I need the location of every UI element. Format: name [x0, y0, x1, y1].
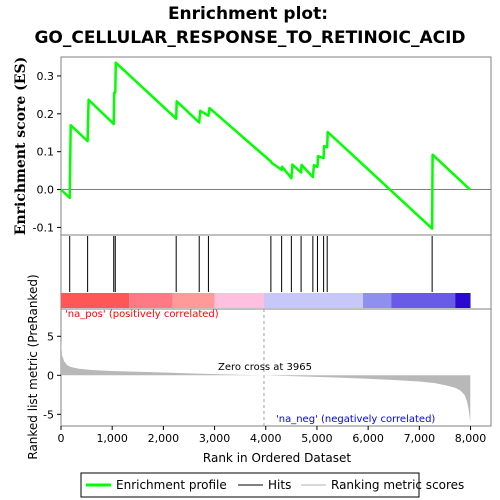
x-tick-label: 2,000 — [148, 432, 180, 445]
color-bar-segment — [455, 293, 471, 308]
es-y-tick-label: -0.1 — [33, 221, 54, 234]
legend-label-ranking-metric: Ranking metric scores — [331, 478, 464, 492]
es-panel: -0.1 0.0 0.1 0.2 0.3 Enrichment score (ES) — [13, 56, 492, 236]
na-neg-label: 'na_neg' (negatively correlated) — [276, 414, 435, 425]
color-bar-segment — [129, 293, 173, 308]
x-axis-label: Rank in Ordered Dataset — [203, 451, 351, 465]
rank-panel: -5 0 5 'na_pos' (positively correlated) Ze… — [26, 274, 492, 460]
rank-y-tick-label: 5 — [47, 330, 54, 343]
es-y-tick-label: 0.1 — [37, 146, 55, 159]
x-tick-label: 3,000 — [199, 432, 231, 445]
chart-title-line1: Enrichment plot: — [168, 4, 328, 24]
x-tick-label: 4,000 — [250, 432, 282, 445]
chart-title-line2: GO_CELLULAR_RESPONSE_TO_RETINOIC_ACID — [34, 28, 465, 48]
x-tick-label: 8,000 — [455, 432, 487, 445]
color-bar-segment — [391, 293, 456, 308]
rank-y-tick-label: -5 — [43, 408, 54, 421]
x-tick-label: 1,000 — [96, 432, 128, 445]
zero-cross-label: Zero cross at 3965 — [218, 362, 312, 373]
x-tick-label: 6,000 — [352, 432, 384, 445]
es-y-tick-label: 0.2 — [37, 108, 55, 121]
rank-y-axis-label: Ranked list metric (PreRanked) — [26, 274, 40, 459]
na-pos-label: 'na_pos' (positively correlated) — [65, 309, 219, 320]
es-y-axis: -0.1 0.0 0.1 0.2 0.3 — [33, 70, 61, 234]
es-y-tick-label: 0.0 — [37, 184, 55, 197]
x-tick-label: 7,000 — [404, 432, 436, 445]
legend: Enrichment profile Hits Ranking metric s… — [80, 472, 464, 498]
x-axis: 0 1,000 2,000 3,000 4,000 5,000 6,000 7,000 8,00… — [58, 426, 487, 445]
color-bar-segment — [363, 293, 392, 308]
es-y-tick-label: 0.3 — [37, 70, 55, 83]
x-tick-label: 0 — [58, 432, 65, 445]
color-bar-segment — [214, 293, 264, 308]
rank-y-tick-label: 0 — [47, 369, 54, 382]
hits-panel — [60, 234, 492, 310]
legend-label-enrichment-profile: Enrichment profile — [116, 478, 227, 492]
correlation-color-bar — [61, 293, 471, 308]
rank-y-axis: -5 0 5 — [43, 330, 61, 421]
color-bar-segment — [263, 293, 364, 308]
enrichment-profile-line — [60, 61, 471, 230]
es-panel-frame — [60, 56, 492, 236]
x-tick-label: 5,000 — [301, 432, 333, 445]
color-bar-segment — [61, 293, 130, 308]
es-y-axis-label: Enrichment score (ES) — [13, 57, 29, 235]
color-bar-segment — [172, 293, 215, 308]
legend-label-hits: Hits — [268, 478, 291, 492]
hits-lines — [69, 236, 433, 292]
